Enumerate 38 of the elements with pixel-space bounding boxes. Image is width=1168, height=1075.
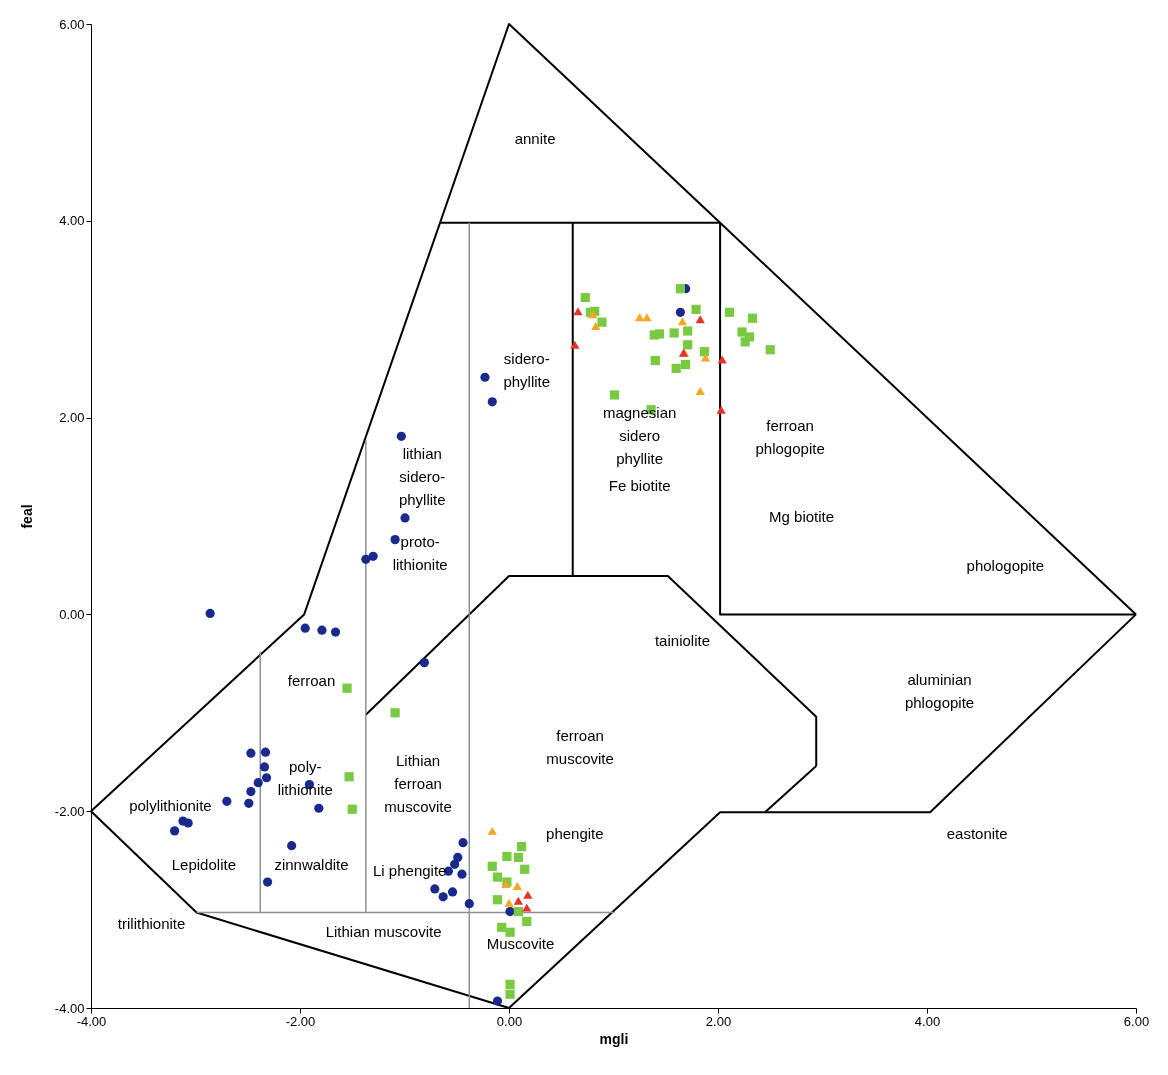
y-tick-label: -2.00	[54, 803, 85, 819]
y-tick-label: 6.00	[59, 16, 85, 32]
y-tick-label: -4.00	[54, 1000, 85, 1016]
annotation: phologopite	[966, 557, 1045, 575]
annotation: poly- lithionite	[277, 757, 333, 798]
y-tick-label: 4.00	[59, 213, 85, 229]
annotation: Muscovite	[486, 935, 555, 953]
annotation: zinnwaldite	[274, 856, 349, 874]
x-tick-label: -2.00	[285, 1013, 316, 1029]
x-axis-title: mgli	[599, 1030, 629, 1047]
annotation: annite	[514, 130, 556, 148]
y-tick-label: 2.00	[59, 410, 85, 426]
annotation: ferroan muscovite	[546, 727, 614, 768]
annotation: aluminian phlogopite	[904, 671, 975, 712]
annotation: ferroan	[287, 672, 336, 690]
y-tick-label: 0.00	[59, 606, 85, 622]
annotation: trilithionite	[117, 915, 186, 933]
annotation: polylithionite	[129, 797, 212, 815]
x-tick-label: 2.00	[705, 1013, 732, 1029]
annotation: proto- lithionite	[392, 532, 448, 573]
y-axis-title: feal	[18, 504, 35, 529]
x-tick-label: -4.00	[76, 1013, 107, 1029]
annotation: sidero- phyllite	[503, 349, 551, 390]
annotation: Li phengite	[373, 862, 447, 880]
annotation: lithian sidero- phyllite	[398, 445, 446, 509]
annotation: Fe biotite	[608, 477, 671, 495]
annotation: Lithian ferroan muscovite	[384, 752, 452, 816]
annotation: Lepidolite	[171, 856, 236, 874]
annotation: tainiolite	[654, 631, 710, 649]
annotation: phengite	[546, 824, 604, 842]
annotation: Mg biotite	[769, 507, 835, 525]
annotation: eastonite	[946, 824, 1008, 842]
annotation: magnesian sidero phyllite	[602, 403, 677, 467]
x-tick-label: 6.00	[1123, 1013, 1150, 1029]
annotation: Lithian muscovite	[325, 923, 442, 941]
annotation: ferroan phlogopite	[755, 417, 825, 458]
x-tick-label: 4.00	[914, 1013, 941, 1029]
x-tick-label: 0.00	[496, 1013, 523, 1029]
